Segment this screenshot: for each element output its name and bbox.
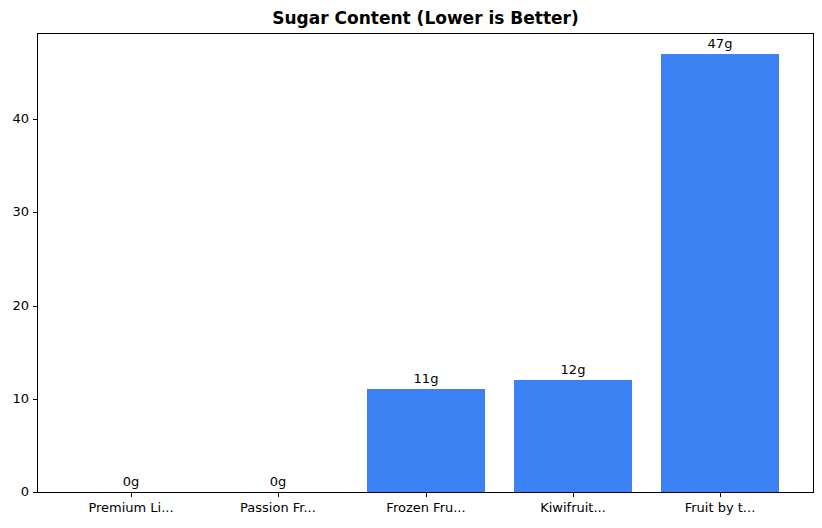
y-tick-mark <box>33 492 37 493</box>
x-tick-mark <box>131 493 132 497</box>
x-tick-mark <box>720 493 721 497</box>
bar-value-label: 47g <box>660 37 780 51</box>
x-tick-mark <box>278 493 279 497</box>
bar <box>367 389 485 492</box>
bar <box>661 54 779 492</box>
x-tick-label: Kiwifruit... <box>498 501 648 515</box>
y-tick-mark <box>33 212 37 213</box>
y-tick-label: 30 <box>0 205 29 219</box>
y-tick-mark <box>33 119 37 120</box>
x-tick-label: Premium Li... <box>56 501 206 515</box>
x-tick-label: Passion Fr... <box>203 501 353 515</box>
bar <box>514 380 632 492</box>
bar-value-label: 0g <box>218 475 338 489</box>
chart-title: Sugar Content (Lower is Better) <box>37 8 814 28</box>
y-tick-mark <box>33 399 37 400</box>
x-tick-label: Fruit by t... <box>645 501 795 515</box>
y-tick-mark <box>33 306 37 307</box>
bar-value-label: 0g <box>71 475 191 489</box>
x-tick-label: Frozen Fru... <box>351 501 501 515</box>
y-tick-label: 0 <box>0 485 29 499</box>
bar-chart: Sugar Content (Lower is Better) 0 10 20 30 4… <box>0 0 822 528</box>
y-tick-label: 10 <box>0 392 29 406</box>
bar-value-label: 11g <box>366 372 486 386</box>
x-tick-mark <box>426 493 427 497</box>
bar-value-label: 12g <box>513 363 633 377</box>
y-tick-label: 40 <box>0 112 29 126</box>
x-tick-mark <box>573 493 574 497</box>
y-tick-label: 20 <box>0 299 29 313</box>
